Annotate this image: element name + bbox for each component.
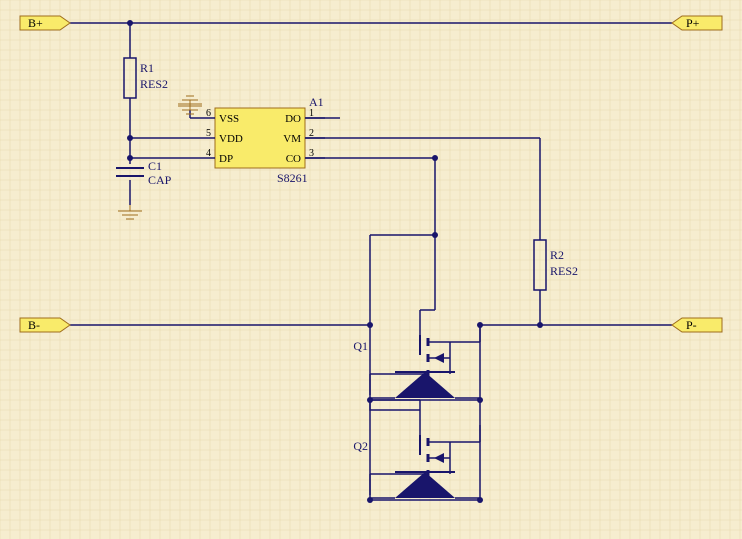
svg-text:VM: VM bbox=[283, 133, 301, 145]
svg-text:DP: DP bbox=[219, 153, 233, 165]
svg-text:VDD: VDD bbox=[219, 133, 243, 145]
svg-text:A1: A1 bbox=[309, 95, 324, 109]
svg-text:R2: R2 bbox=[550, 248, 564, 262]
svg-text:6: 6 bbox=[206, 108, 211, 119]
svg-text:B-: B- bbox=[28, 318, 40, 332]
svg-text:Q1: Q1 bbox=[353, 339, 368, 353]
svg-text:P-: P- bbox=[686, 318, 697, 332]
svg-text:CO: CO bbox=[286, 153, 301, 165]
svg-text:B+: B+ bbox=[28, 16, 43, 30]
svg-text:R1: R1 bbox=[140, 61, 154, 75]
svg-text:S8261: S8261 bbox=[277, 171, 308, 185]
svg-text:1: 1 bbox=[309, 108, 314, 119]
svg-text:DO: DO bbox=[285, 113, 301, 125]
svg-text:5: 5 bbox=[206, 128, 211, 139]
svg-text:2: 2 bbox=[309, 128, 314, 139]
schematic-canvas: B+ P+ B- P- 6 VSS 5 VDD 4 DP 1 DO 2 VM 3 CO A1 S8261 R1 RES… bbox=[0, 0, 742, 539]
port bbox=[672, 318, 722, 332]
svg-text:VSS: VSS bbox=[219, 113, 239, 125]
svg-text:4: 4 bbox=[206, 148, 211, 159]
svg-text:3: 3 bbox=[309, 148, 314, 159]
svg-text:RES2: RES2 bbox=[140, 77, 168, 91]
svg-text:C1: C1 bbox=[148, 159, 162, 173]
svg-text:P+: P+ bbox=[686, 16, 700, 30]
svg-text:CAP: CAP bbox=[148, 173, 172, 187]
svg-text:Q2: Q2 bbox=[353, 439, 368, 453]
svg-text:RES2: RES2 bbox=[550, 264, 578, 278]
